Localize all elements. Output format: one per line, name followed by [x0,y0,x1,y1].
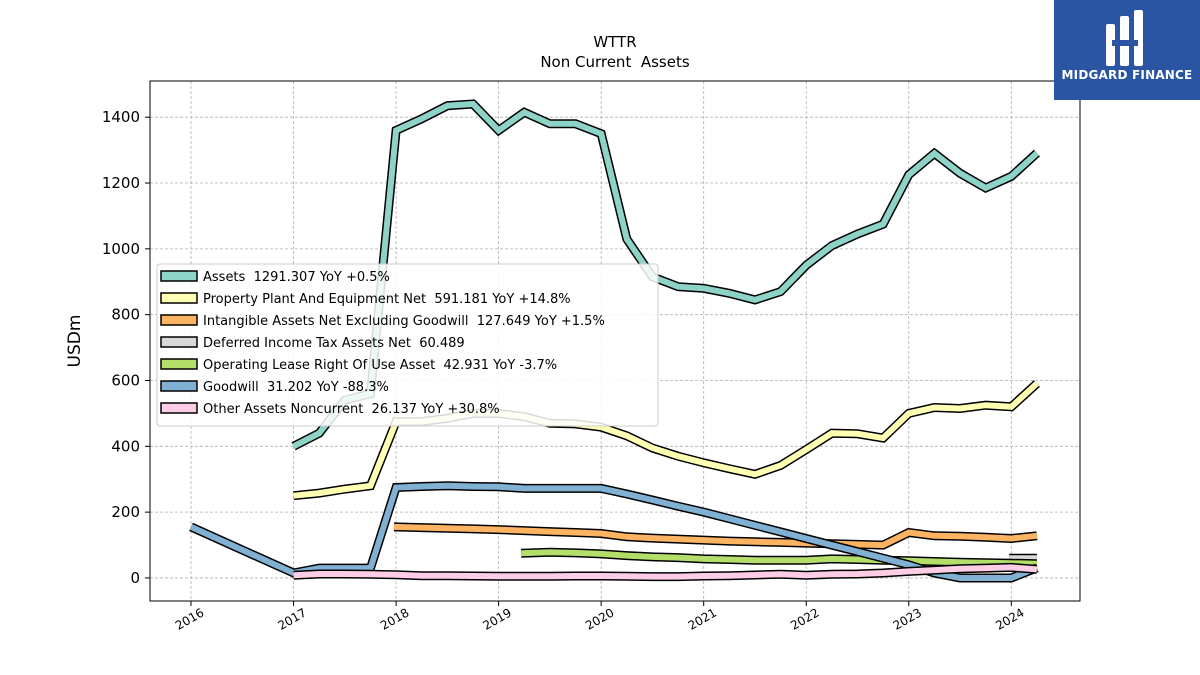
legend: Assets 1291.307 YoY +0.5% Property Plant … [156,263,659,427]
series-line-core [292,100,1039,449]
legend-swatch [160,402,198,414]
legend-swatch [160,380,198,392]
y-tick-label: 1000 [102,240,140,258]
chart-title: WTTR [593,33,636,51]
plot-area-frame [149,80,1081,602]
series-line-core [521,549,1037,567]
series-line [293,562,1038,582]
y-tick-label: 200 [111,503,140,521]
chart-subtitle: Non Current Assets [540,53,690,71]
x-tick-label: 2019 [481,605,514,632]
legend-entry-label: Goodwill 31.202 YoY -88.3% [203,380,389,395]
legend-swatch [160,358,198,370]
y-axis-label: USDm [65,315,85,368]
brand-logo: MIDGARD FINANCE [1054,0,1200,100]
brand-name: MIDGARD FINANCE [1061,68,1193,82]
legend-swatch [160,292,198,304]
series-line [521,547,1038,569]
x-tick-label: 2020 [583,605,616,632]
legend-swatch [160,270,198,282]
legend-swatch [160,336,198,348]
legend-entry-label: Deferred Income Tax Assets Net 60.489 [203,336,465,351]
x-tick-label: 2024 [993,605,1026,632]
x-tick-label: 2018 [378,605,411,632]
series-line [393,522,1038,550]
y-tick-label: 1200 [102,174,140,192]
legend-box [156,263,659,427]
series-line [189,481,1039,583]
series-line-core [293,564,1038,580]
series-line [291,99,1040,451]
y-tick-label: 600 [111,371,140,389]
x-tick-label: 2021 [686,605,719,632]
legend-entry-label: Operating Lease Right Of Use Asset 42.93… [203,358,557,373]
legend-entry-label: Intangible Assets Net Excluding Goodwill… [203,314,605,329]
y-tick-label: 400 [111,437,140,455]
legend-entry-label: Other Assets Noncurrent 26.137 YoY +30.8… [203,402,500,417]
x-tick-label: 2016 [173,605,206,632]
legend-swatch [160,314,198,326]
legend-entry-label: Property Plant And Equipment Net 591.181… [203,292,571,307]
series-line-core [189,482,1039,581]
series-line-core [393,523,1038,549]
y-tick-label: 800 [111,306,140,324]
series-layer [189,99,1040,583]
y-tick-label: 0 [130,569,140,587]
midgard-logo-icon [1106,10,1143,66]
x-tick-label: 2023 [891,605,924,632]
x-tick-label: 2022 [788,605,821,632]
x-tick-label: 2017 [275,605,308,632]
legend-entry-label: Assets 1291.307 YoY +0.5% [203,270,390,285]
y-tick-label: 1400 [102,108,140,126]
